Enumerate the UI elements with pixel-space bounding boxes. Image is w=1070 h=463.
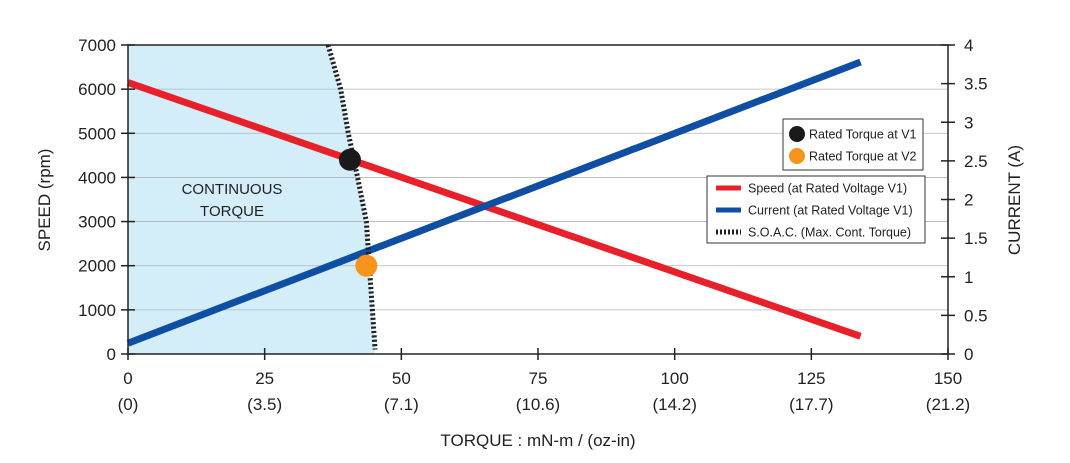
x-tick-label-secondary: (14.2) bbox=[652, 395, 696, 414]
y-right-tick-label: 2 bbox=[964, 191, 973, 210]
x-tick-label: 100 bbox=[660, 369, 688, 388]
x-tick-label: 75 bbox=[529, 369, 548, 388]
series-legend-label: S.O.A.C. (Max. Cont. Torque) bbox=[748, 226, 911, 240]
x-axis-title: TORQUE : mN-m / (oz-in) bbox=[440, 431, 635, 450]
y-right-tick-label: 2.5 bbox=[964, 152, 988, 171]
series-line-0 bbox=[126, 79, 862, 340]
y-axis-right-title: CURRENT (A) bbox=[1005, 145, 1024, 255]
continuous-torque-region bbox=[128, 45, 376, 354]
y-right-tick-label: 1 bbox=[964, 268, 973, 287]
x-tick-label-secondary: (17.7) bbox=[789, 395, 833, 414]
x-tick-label-secondary: (21.2) bbox=[926, 395, 970, 414]
x-tick-label: 50 bbox=[392, 369, 411, 388]
x-tick-label: 0 bbox=[123, 369, 132, 388]
y-right-tick-label: 3 bbox=[964, 113, 973, 132]
points-legend-marker bbox=[789, 148, 805, 164]
y-right-tick-label: 4 bbox=[964, 36, 973, 55]
y-left-tick-label: 3000 bbox=[78, 213, 116, 232]
rated-torque-point-1 bbox=[355, 254, 378, 277]
x-tick-label-secondary: (7.1) bbox=[384, 395, 419, 414]
y-left-tick-label: 0 bbox=[107, 345, 116, 364]
x-tick-label: 25 bbox=[255, 369, 274, 388]
y-left-tick-label: 6000 bbox=[78, 80, 116, 99]
x-tick-label-secondary: (10.6) bbox=[516, 395, 560, 414]
rated-torque-point-0 bbox=[338, 148, 361, 171]
points-legend-label: Rated Torque at V2 bbox=[809, 150, 917, 164]
y-right-tick-label: 3.5 bbox=[964, 75, 988, 94]
y-left-tick-label: 1000 bbox=[78, 301, 116, 320]
y-left-tick-label: 2000 bbox=[78, 257, 116, 276]
series-legend-label: Speed (at Rated Voltage V1) bbox=[748, 182, 907, 196]
x-tick-label: 125 bbox=[797, 369, 825, 388]
y-right-tick-label: 0.5 bbox=[964, 306, 988, 325]
x-tick-label-secondary: (3.5) bbox=[247, 395, 282, 414]
y-axis-left-title: SPEED (rpm) bbox=[35, 149, 54, 252]
y-left-tick-label: 5000 bbox=[78, 124, 116, 143]
y-right-tick-label: 1.5 bbox=[964, 229, 988, 248]
y-left-tick-label: 4000 bbox=[78, 168, 116, 187]
series-legend-label: Current (at Rated Voltage V1) bbox=[748, 204, 913, 218]
points-legend-label: Rated Torque at V1 bbox=[809, 128, 917, 142]
continuous-torque-label-line2: TORQUE bbox=[200, 203, 264, 220]
points-legend-box bbox=[782, 118, 924, 171]
series-line-1 bbox=[126, 58, 862, 347]
continuous-torque-label-line1: CONTINUOUS bbox=[182, 181, 283, 198]
x-tick-label-secondary: (0) bbox=[118, 395, 139, 414]
series-legend-box bbox=[706, 175, 926, 244]
y-left-tick-label: 7000 bbox=[78, 36, 116, 55]
y-right-tick-label: 0 bbox=[964, 345, 973, 364]
points-legend-marker bbox=[789, 126, 805, 142]
x-tick-label: 150 bbox=[934, 369, 962, 388]
